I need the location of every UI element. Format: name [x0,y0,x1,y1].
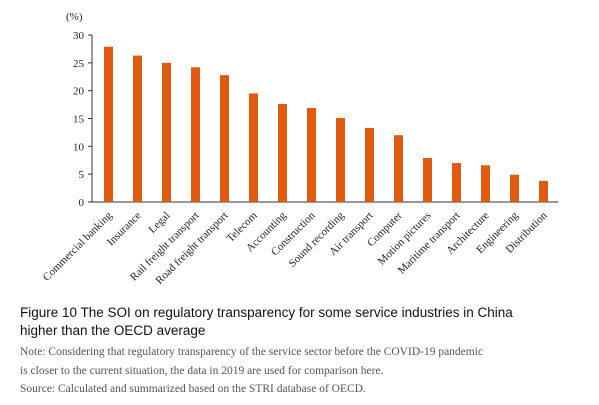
bar [365,127,374,202]
bar [220,75,229,202]
bar [278,104,287,202]
bar [452,163,461,202]
bar [307,107,316,202]
note-line-1: Note: Considering that regulatory transp… [20,346,484,358]
y-tick-label: 5 [79,169,85,181]
figure-note: Note: Considering that regulatory transp… [20,343,595,399]
figure-caption: Figure 10 The SOI on regulatory transpar… [20,304,590,340]
bar [191,67,200,202]
y-tick-label: 10 [73,141,85,153]
bar [162,62,171,203]
bar [394,135,403,202]
source-line: Source: Calculated and summarized based … [20,383,366,395]
caption-line-2: higher than the OECD average [20,323,206,338]
y-tick-label: 0 [79,197,85,209]
bar [336,117,345,202]
y-tick-label: 25 [73,58,85,70]
y-tick-label: 30 [73,30,85,42]
bar [539,180,548,202]
caption-line-1: Figure 10 The SOI on regulatory transpar… [20,305,513,320]
note-line-2: is closer to the current situation, the … [20,364,384,377]
x-tick-label: Commercial banking [41,209,115,283]
bar [481,165,490,202]
bar [133,55,142,203]
bar-chart: (%) 0 5 10 15 20 25 30 Commercial banking Insuran… [41,11,558,287]
x-tick-label: Legal [146,210,172,236]
y-tick-label: 20 [73,86,85,98]
bar [249,93,258,202]
bar [510,174,519,202]
y-tick-label: 15 [73,114,85,126]
y-unit-label: (%) [66,11,83,23]
bar [423,158,432,202]
bar [104,46,113,202]
